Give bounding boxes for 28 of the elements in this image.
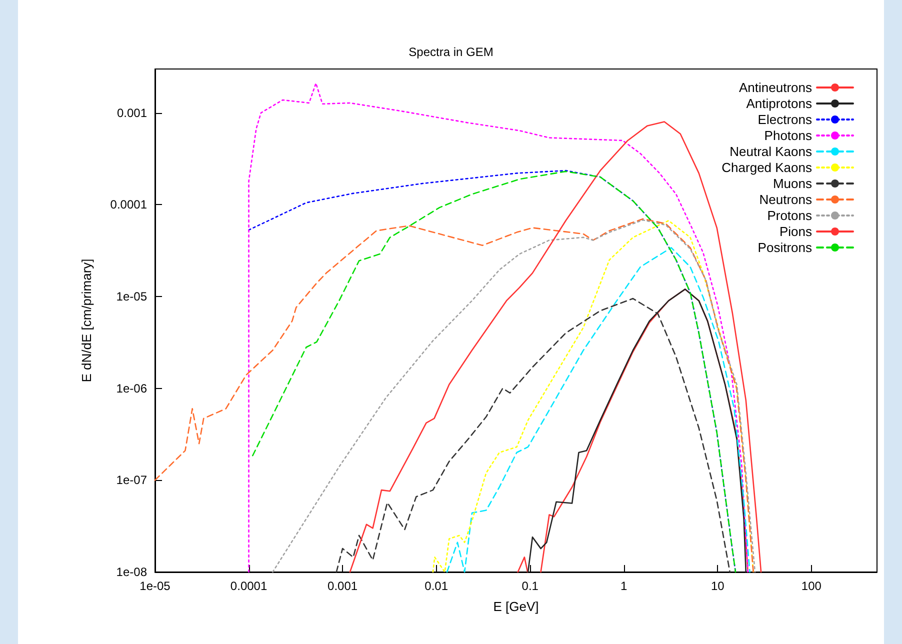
legend-label: Electrons xyxy=(758,112,812,127)
legend-label: Charged Kaons xyxy=(722,160,812,175)
y-axis-title: E dN/dE [cm/primary] xyxy=(79,258,94,382)
y-tick-label: 1e-06 xyxy=(116,381,148,396)
x-tick-label: 0.1 xyxy=(522,579,539,593)
x-tick-label: 10 xyxy=(710,579,725,593)
legend-label: Positrons xyxy=(758,240,812,255)
x-tick-label: 0.0001 xyxy=(230,579,268,593)
y-tick-label: 1e-05 xyxy=(116,289,148,304)
legend-label: Photons xyxy=(764,128,812,143)
y-tick-label: 1e-08 xyxy=(116,565,148,579)
x-tick-label: 0.01 xyxy=(424,579,448,593)
y-tick-label: 0.0001 xyxy=(110,198,148,212)
x-axis-title: E [GeV] xyxy=(493,599,539,614)
legend-label: Antiprotons xyxy=(746,96,812,111)
x-tick-label: 100 xyxy=(801,579,822,593)
x-tick-label: 1e-05 xyxy=(140,579,171,593)
legend-label: Protons xyxy=(767,208,812,223)
y-tick-label: 0.001 xyxy=(116,106,148,120)
legend-label: Pions xyxy=(779,224,812,239)
legend-label: Neutrons xyxy=(759,192,812,207)
legend-label: Neutral Kaons xyxy=(730,144,812,159)
chart-title: Spectra in GEM xyxy=(408,45,494,59)
y-tick-label: 1e-07 xyxy=(116,473,148,488)
x-tick-label: 1 xyxy=(620,579,628,593)
legend-label: Antineutrons xyxy=(739,80,812,95)
x-tick-label: 0.001 xyxy=(328,579,358,593)
legend-label: Muons xyxy=(772,176,812,191)
